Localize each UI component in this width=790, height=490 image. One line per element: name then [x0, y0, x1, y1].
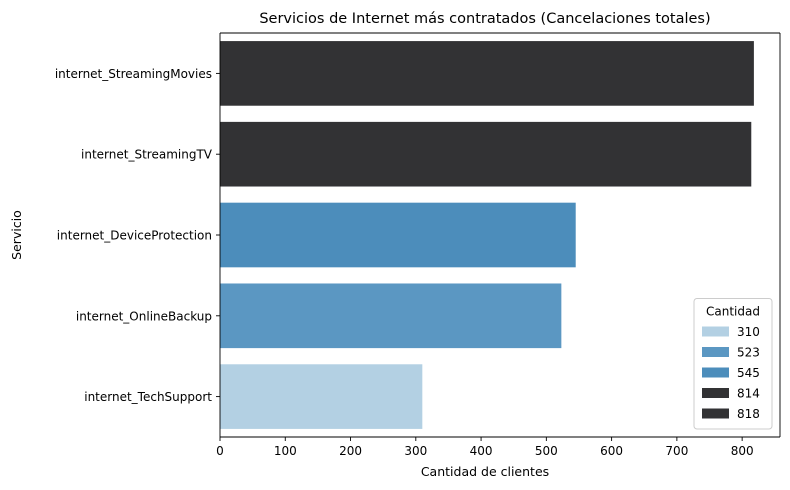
legend-entry-label: 818	[737, 407, 760, 421]
chart-title: Servicios de Internet más contratados (C…	[259, 11, 710, 27]
legend-swatch	[702, 388, 729, 398]
x-axis-label: Cantidad de clientes	[421, 464, 549, 479]
y-tick-label: internet_OnlineBackup	[76, 309, 212, 323]
y-axis-label: Servicio	[9, 210, 24, 260]
bar-internet_TechSupport	[220, 364, 423, 429]
legend-entry-label: 310	[737, 325, 760, 339]
legend-swatch	[702, 367, 729, 378]
x-tick-label: 300	[404, 444, 427, 458]
y-tick-label: internet_StreamingTV	[81, 148, 213, 162]
x-tick-label: 400	[470, 444, 493, 458]
x-tick-label: 200	[339, 444, 362, 458]
legend: Cantidad 310 523 545 814 818	[693, 298, 773, 430]
x-tick-label: 600	[600, 444, 623, 458]
legend-entry-label: 545	[737, 366, 760, 380]
legend-entry-label: 523	[737, 346, 760, 360]
bar-internet_StreamingMovies	[220, 41, 754, 106]
legend-swatch	[702, 347, 729, 357]
bar-internet_OnlineBackup	[220, 283, 562, 349]
x-tick-label: 100	[274, 444, 297, 458]
y-tick-label: internet_StreamingMovies	[55, 67, 212, 81]
y-tick-label: internet_TechSupport	[84, 390, 212, 404]
legend-swatch	[702, 326, 729, 337]
x-tick-label: 800	[731, 444, 754, 458]
x-tick-label: 500	[535, 444, 558, 458]
y-tick-label: internet_DeviceProtection	[57, 229, 212, 243]
legend-entry-label: 814	[737, 387, 760, 401]
plot-area: internet_StreamingMovies internet_Streami…	[55, 32, 781, 458]
x-tick-label: 700	[665, 444, 688, 458]
legend-swatch	[702, 408, 729, 419]
legend-title: Cantidad	[706, 305, 760, 319]
x-tick-label: 0	[216, 444, 224, 458]
bar-internet_StreamingTV	[220, 121, 752, 187]
bar-internet_DeviceProtection	[220, 202, 576, 268]
